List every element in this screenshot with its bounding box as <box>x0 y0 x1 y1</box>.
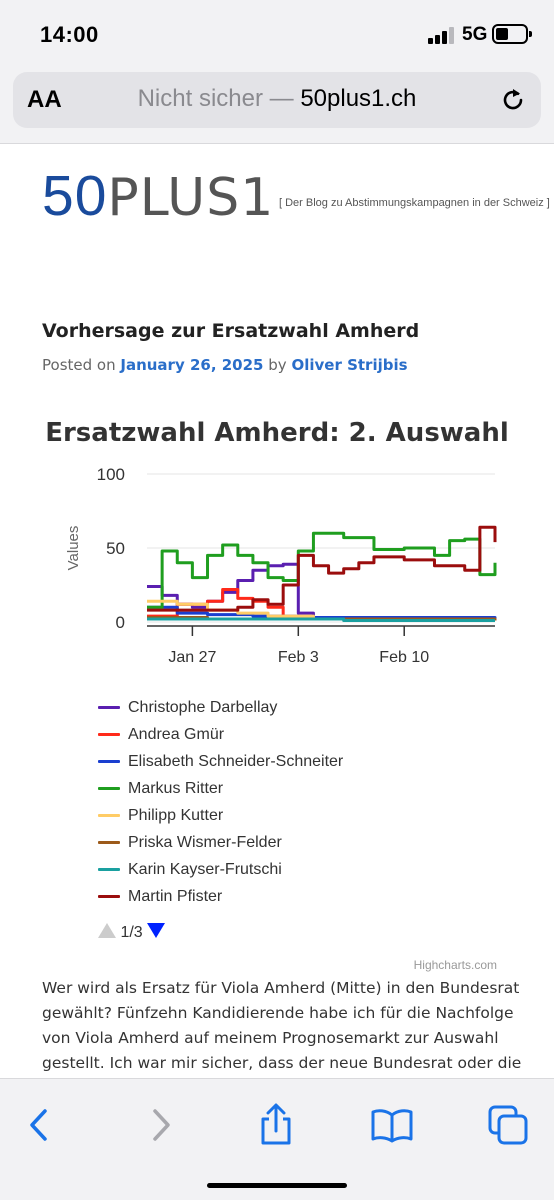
site-logo[interactable]: 50PLUS1 <box>42 168 274 225</box>
legend-label: Markus Ritter <box>128 780 224 797</box>
series-line <box>147 531 497 609</box>
legend-swatch <box>98 706 120 709</box>
legend-item[interactable]: Elisabeth Schneider-Schneiter <box>98 748 343 775</box>
chevron-right-icon[interactable] <box>138 1103 182 1147</box>
line-chart: 0 50 100 Values Jan 27 Feb 3 Feb 10 <box>65 465 497 666</box>
y-tick-label: 100 <box>97 465 125 484</box>
browser-address-area: AA Nicht sicher — 50plus1.ch <box>0 62 554 144</box>
series-line <box>147 525 497 612</box>
chart-legend: Christophe Darbellay Andrea Gmür Elisabeth… <box>98 694 343 910</box>
legend-swatch <box>98 895 120 898</box>
site-tagline: [ Der Blog zu Abstimmungskampagnen in de… <box>279 197 550 209</box>
meta-by: by <box>268 356 287 374</box>
chart-credits[interactable]: Highcharts.com <box>413 958 497 972</box>
legend-item[interactable]: Andrea Gmür <box>98 721 343 748</box>
y-tick-label: 50 <box>106 539 125 558</box>
address-bar[interactable]: AA Nicht sicher — 50plus1.ch <box>13 72 541 128</box>
legend-item[interactable]: Priska Wismer-Felder <box>98 829 343 856</box>
tabs-icon[interactable] <box>486 1103 530 1147</box>
legend-label: Elisabeth Schneider-Schneiter <box>128 753 344 770</box>
post-date-link[interactable]: January 26, 2025 <box>120 356 264 374</box>
post-meta: Posted on January 26, 2025 by Oliver Str… <box>42 356 408 374</box>
legend-swatch <box>98 733 120 736</box>
y-axis-label: Values <box>65 526 82 571</box>
logo-text: PLUS1 <box>107 168 275 228</box>
url-host: 50plus1.ch <box>300 85 417 112</box>
network-label: 5G <box>462 24 488 45</box>
legend-item[interactable]: Karin Kayser-Frutschi <box>98 856 343 883</box>
url-display[interactable]: Nicht sicher — 50plus1.ch <box>13 85 541 113</box>
signal-icon <box>428 26 458 44</box>
legend-swatch <box>98 787 120 790</box>
home-indicator <box>207 1183 347 1188</box>
logo-number: 50 <box>42 164 108 228</box>
x-tick-label: Feb 10 <box>379 649 429 666</box>
legend-prev-icon[interactable] <box>98 923 116 938</box>
legend-swatch <box>98 841 120 844</box>
status-bar: 14:00 5G <box>0 0 554 62</box>
legend-label: Karin Kayser-Frutschi <box>128 861 282 878</box>
share-icon[interactable] <box>254 1103 298 1147</box>
legend-next-icon[interactable] <box>147 923 166 938</box>
reader-settings-button[interactable]: AA <box>27 86 62 114</box>
post-title[interactable]: Vorhersage zur Ersatzwahl Amherd <box>42 320 420 342</box>
battery-icon <box>492 24 532 44</box>
legend-label: Andrea Gmür <box>128 726 225 743</box>
book-icon[interactable] <box>370 1103 414 1147</box>
y-tick-label: 0 <box>116 613 125 632</box>
chevron-left-icon[interactable] <box>18 1103 62 1147</box>
legend-label: Philipp Kutter <box>128 807 224 824</box>
chart-title: Ersatzwahl Amherd: 2. Auswahl <box>45 418 509 448</box>
meta-prefix: Posted on <box>42 356 116 374</box>
security-warning: Nicht sicher — <box>137 85 294 112</box>
legend-swatch <box>98 868 120 871</box>
x-tick-label: Jan 27 <box>168 649 216 666</box>
browser-toolbar <box>0 1078 554 1200</box>
status-time: 14:00 <box>40 22 99 47</box>
aa-label: AA <box>27 86 62 113</box>
legend-label: Christophe Darbellay <box>128 699 278 716</box>
legend-item[interactable]: Martin Pfister <box>98 883 343 910</box>
author-link[interactable]: Oliver Strijbis <box>291 356 408 374</box>
legend-label: Priska Wismer-Felder <box>128 834 282 851</box>
legend-item[interactable]: Philipp Kutter <box>98 802 343 829</box>
legend-item[interactable]: Markus Ritter <box>98 775 343 802</box>
legend-swatch <box>98 814 120 817</box>
series-line <box>147 617 495 623</box>
legend-label: Martin Pfister <box>128 888 223 905</box>
reload-icon[interactable] <box>499 86 527 114</box>
legend-pager: 1/3 <box>98 923 166 942</box>
legend-swatch <box>98 760 120 763</box>
legend-page-label: 1/3 <box>120 924 143 941</box>
x-tick-label: Feb 3 <box>278 649 319 666</box>
legend-item[interactable]: Christophe Darbellay <box>98 694 343 721</box>
